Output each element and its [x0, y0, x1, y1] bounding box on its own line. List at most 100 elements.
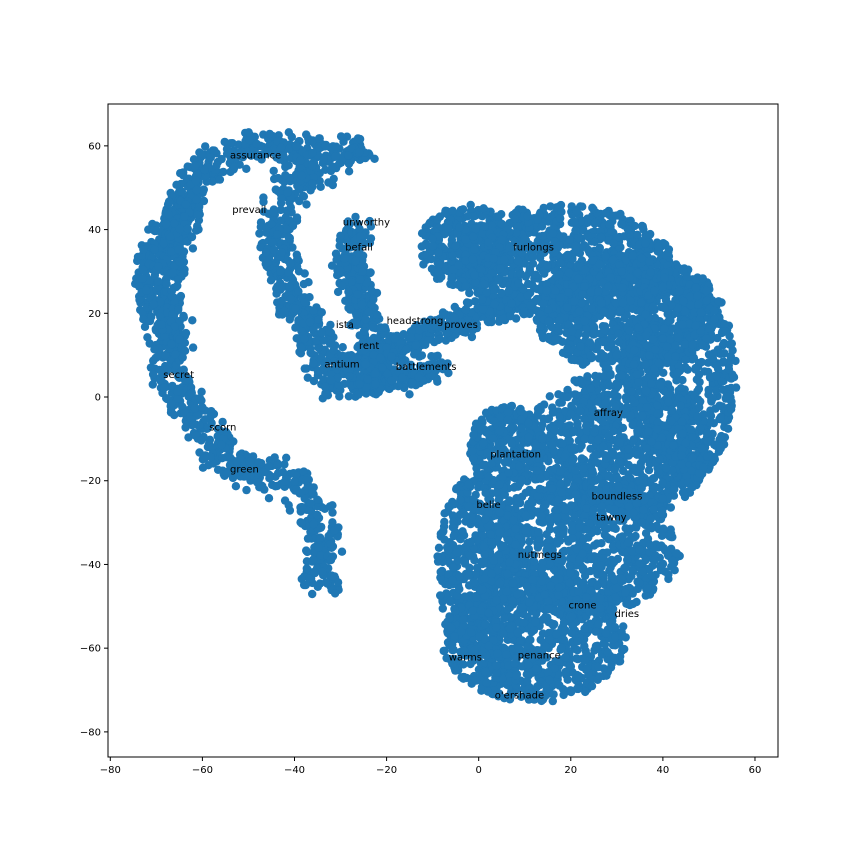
- data-point: [296, 343, 306, 352]
- data-point: [731, 356, 740, 366]
- data-point: [316, 182, 325, 191]
- data-point: [606, 273, 615, 282]
- data-point: [301, 580, 310, 590]
- data-point: [167, 399, 176, 408]
- data-point: [648, 302, 658, 311]
- data-point: [490, 299, 499, 309]
- data-point: [618, 283, 627, 292]
- data-point: [174, 245, 183, 254]
- data-point: [252, 466, 262, 475]
- data-point: [235, 454, 245, 463]
- data-point: [210, 146, 219, 155]
- data-point: [543, 261, 552, 270]
- data-point: [600, 326, 609, 335]
- data-point: [327, 261, 337, 270]
- data-point: [261, 248, 271, 257]
- data-point: [708, 394, 718, 403]
- data-point: [148, 380, 157, 389]
- data-point: [183, 162, 192, 171]
- data-point: [585, 338, 594, 347]
- data-point: [303, 547, 312, 557]
- data-point: [266, 276, 276, 285]
- data-point: [290, 477, 299, 486]
- data-point: [319, 336, 329, 345]
- data-point: [170, 322, 179, 332]
- data-point: [175, 257, 184, 267]
- data-point: [201, 142, 210, 151]
- data-point: [159, 239, 168, 248]
- data-point: [285, 506, 295, 515]
- data-point: [191, 176, 201, 186]
- data-point: [555, 270, 564, 279]
- data-point: [720, 320, 729, 329]
- data-point: [180, 346, 190, 355]
- data-point: [513, 256, 523, 266]
- data-point: [371, 379, 380, 389]
- data-point: [572, 207, 581, 216]
- data-point: [135, 295, 144, 305]
- data-point: [207, 407, 216, 416]
- data-point: [160, 383, 169, 393]
- data-point: [138, 265, 148, 275]
- data-point: [167, 247, 176, 256]
- data-point: [604, 219, 614, 229]
- data-point: [180, 370, 189, 379]
- data-point: [231, 482, 241, 491]
- data-point: [245, 459, 254, 469]
- data-point: [510, 214, 519, 224]
- data-point: [188, 316, 197, 325]
- data-point: [317, 328, 326, 338]
- data-point: [369, 295, 378, 304]
- data-point: [284, 161, 293, 170]
- data-point: [366, 268, 375, 277]
- data-point: [262, 228, 271, 237]
- data-point: [283, 188, 292, 197]
- data-point: [256, 243, 265, 252]
- data-point: [264, 462, 273, 471]
- data-point: [285, 315, 294, 324]
- data-point: [283, 267, 293, 277]
- data-point: [578, 290, 587, 299]
- data-point: [157, 320, 166, 329]
- data-point: [355, 134, 365, 144]
- data-point: [330, 589, 340, 598]
- data-point: [236, 467, 246, 476]
- data-point: [514, 279, 523, 288]
- data-point: [336, 231, 345, 240]
- data-point: [300, 269, 309, 278]
- data-point: [265, 129, 274, 139]
- data-point: [724, 364, 734, 374]
- data-point: [314, 134, 324, 143]
- data-point: [304, 505, 314, 515]
- data-point: [359, 327, 369, 336]
- data-point: [308, 555, 318, 564]
- data-point: [401, 345, 411, 354]
- data-point: [590, 237, 599, 247]
- data-point: [272, 137, 282, 146]
- data-point: [587, 304, 596, 313]
- data-point: [324, 531, 333, 541]
- data-point: [601, 208, 610, 218]
- data-point: [139, 245, 148, 254]
- data-point: [645, 230, 654, 239]
- data-point: [633, 230, 642, 239]
- data-point: [189, 419, 198, 429]
- data-point: [586, 351, 595, 360]
- data-point: [434, 335, 443, 345]
- data-point: [309, 306, 318, 315]
- data-point: [301, 476, 311, 485]
- data-point: [357, 300, 367, 310]
- data-point: [411, 341, 421, 350]
- data-point: [663, 352, 673, 361]
- data-point: [570, 217, 579, 226]
- data-point: [167, 340, 176, 349]
- data-point: [461, 305, 470, 315]
- data-point: [242, 471, 252, 481]
- data-point: [563, 303, 572, 312]
- data-point: [599, 307, 608, 316]
- data-point: [143, 333, 152, 342]
- data-point: [533, 215, 542, 224]
- data-point: [634, 323, 643, 332]
- data-point: [346, 305, 355, 314]
